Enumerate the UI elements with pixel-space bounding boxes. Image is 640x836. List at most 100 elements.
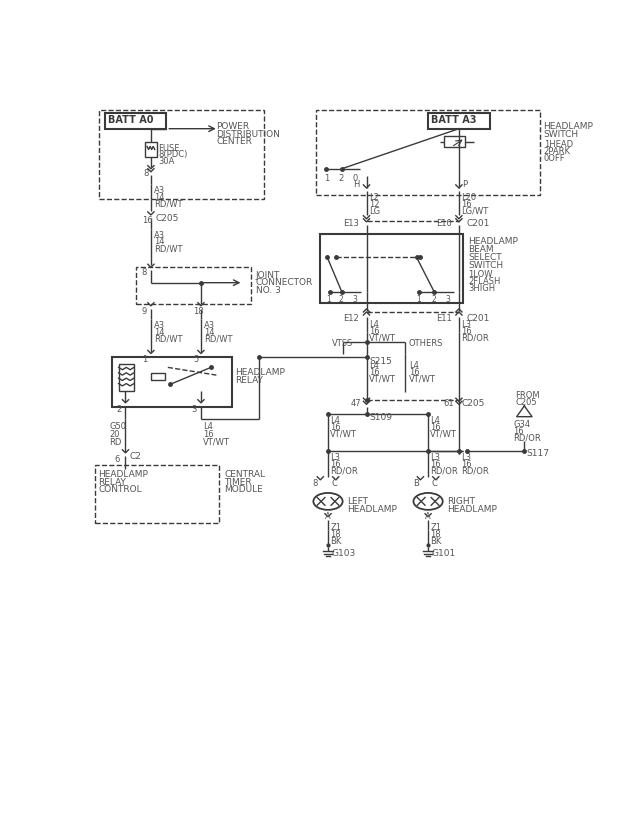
Text: 16: 16: [369, 326, 380, 335]
Text: L4: L4: [409, 360, 419, 370]
Text: OTHERS: OTHERS: [409, 339, 444, 348]
Text: E12: E12: [344, 314, 359, 323]
Text: RD: RD: [109, 437, 122, 446]
Text: P: P: [462, 180, 467, 189]
Bar: [316, 111, 540, 196]
Text: 18: 18: [431, 529, 441, 538]
Text: 14: 14: [204, 327, 214, 336]
Text: 18: 18: [193, 307, 204, 315]
Text: RD/WT: RD/WT: [204, 334, 232, 343]
Text: S117: S117: [527, 449, 550, 457]
Text: Z1: Z1: [431, 522, 442, 532]
Text: HEADLAMP: HEADLAMP: [468, 237, 518, 247]
Text: VT/WT: VT/WT: [369, 375, 396, 383]
Text: FUSE: FUSE: [159, 144, 180, 153]
Text: MODULE: MODULE: [224, 485, 263, 494]
Text: C201: C201: [467, 314, 490, 323]
Text: 47: 47: [351, 399, 362, 408]
Text: 18: 18: [330, 529, 341, 538]
Text: 16: 16: [141, 216, 152, 225]
Text: 16: 16: [409, 367, 419, 376]
Bar: [428, 115, 490, 130]
Text: A3: A3: [154, 230, 165, 239]
Text: 5: 5: [193, 354, 198, 363]
Text: SELECT: SELECT: [468, 252, 502, 262]
Text: BK: BK: [330, 537, 342, 545]
Text: VT/WT: VT/WT: [369, 334, 396, 342]
Text: 9: 9: [141, 307, 147, 315]
Text: 16: 16: [330, 460, 341, 468]
Text: L3: L3: [330, 452, 340, 461]
Text: S215: S215: [369, 356, 392, 365]
Bar: [105, 115, 166, 130]
Text: RELAY: RELAY: [99, 477, 127, 487]
Text: 8: 8: [141, 268, 147, 276]
Bar: [113, 358, 232, 408]
Text: 3: 3: [353, 295, 358, 304]
Text: 6: 6: [115, 454, 120, 463]
Text: JOINT: JOINT: [255, 270, 280, 279]
Text: SWITCH: SWITCH: [468, 260, 503, 269]
Text: 1: 1: [416, 295, 420, 304]
Text: L3: L3: [431, 452, 440, 461]
Text: 0: 0: [353, 173, 358, 182]
Text: G103: G103: [332, 548, 356, 557]
Text: 2: 2: [116, 404, 122, 413]
Text: VT/WT: VT/WT: [204, 437, 230, 446]
Bar: [145, 143, 157, 158]
Text: TIMER: TIMER: [224, 477, 252, 487]
Text: 16: 16: [461, 326, 472, 335]
Bar: [99, 111, 264, 200]
Text: 1: 1: [324, 173, 330, 182]
Text: L3: L3: [461, 452, 471, 461]
Text: SWITCH: SWITCH: [543, 130, 579, 139]
Text: L4: L4: [204, 422, 213, 431]
Text: 14: 14: [154, 327, 164, 336]
Text: CONNECTOR: CONNECTOR: [255, 278, 313, 287]
Text: S109: S109: [369, 413, 392, 421]
Text: VT/WT: VT/WT: [409, 375, 436, 383]
Text: 3: 3: [192, 404, 197, 413]
Bar: [444, 137, 465, 148]
Text: RD/OR: RD/OR: [330, 466, 358, 476]
Text: 30A: 30A: [159, 156, 175, 166]
Text: L4: L4: [431, 415, 440, 425]
Text: RD/OR: RD/OR: [513, 433, 541, 442]
Text: RD/WT: RD/WT: [154, 334, 182, 343]
Text: LG/WT: LG/WT: [461, 206, 488, 216]
Text: NO. 3: NO. 3: [255, 286, 280, 294]
Text: E11: E11: [436, 314, 452, 323]
Text: 8: 8: [143, 169, 148, 178]
Bar: [136, 268, 251, 305]
Text: POWER: POWER: [216, 122, 250, 131]
Text: 16: 16: [330, 422, 341, 431]
Text: E10: E10: [436, 219, 452, 227]
Text: 2: 2: [339, 295, 344, 304]
Text: 1LOW: 1LOW: [468, 269, 493, 278]
Text: L20: L20: [461, 192, 476, 201]
Text: CENTER: CENTER: [216, 137, 252, 146]
Text: HEADLAMP: HEADLAMP: [99, 470, 148, 478]
Text: 1: 1: [141, 354, 147, 363]
Bar: [151, 374, 164, 381]
Text: 14: 14: [154, 192, 164, 201]
Text: A3: A3: [154, 320, 165, 329]
Text: HEADLAMP: HEADLAMP: [236, 368, 285, 377]
Text: 12: 12: [369, 200, 380, 208]
Text: Z1: Z1: [330, 522, 341, 532]
Text: VT/WT: VT/WT: [431, 430, 458, 438]
Text: L4: L4: [369, 360, 379, 370]
Text: L3: L3: [461, 319, 471, 329]
Text: 2: 2: [338, 173, 343, 182]
Text: RIGHT: RIGHT: [447, 497, 476, 506]
Text: RD/OR: RD/OR: [461, 466, 489, 476]
Text: VT/WT: VT/WT: [330, 430, 357, 438]
Text: 16: 16: [461, 200, 472, 208]
Text: BATT A0: BATT A0: [108, 115, 154, 125]
Text: C: C: [331, 479, 337, 487]
Text: C205: C205: [515, 398, 537, 407]
Text: L4: L4: [330, 415, 340, 425]
Text: G34: G34: [513, 420, 531, 429]
Text: 16: 16: [431, 460, 441, 468]
Text: 16: 16: [513, 426, 524, 436]
